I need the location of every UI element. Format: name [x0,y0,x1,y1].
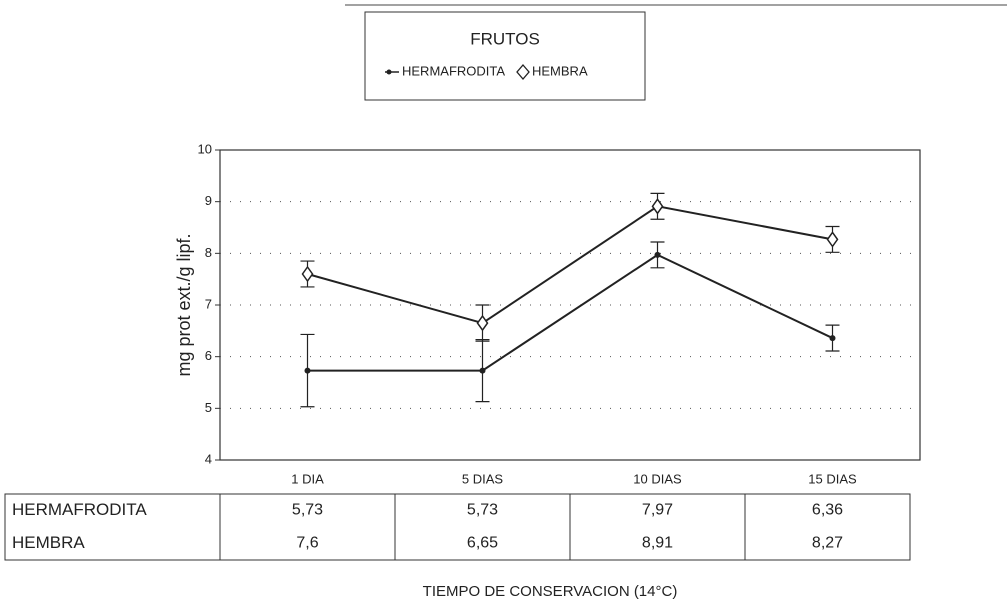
x-tick-label: 1 DIA [291,471,324,486]
table-cell: 7,6 [296,535,318,552]
table-cell: 5,73 [292,502,323,519]
y-tick-label: 9 [205,193,212,208]
legend-title: FRUTOS [470,29,540,48]
x-tick-label: 5 DIAS [462,471,504,486]
table-cell: 7,97 [642,502,673,519]
x-tick-label: 15 DIAS [808,471,857,486]
table-row-header: HERMAFRODITA [12,500,147,519]
marker [826,231,839,248]
marker [651,198,664,215]
y-tick-label: 5 [205,400,212,415]
marker [301,265,314,283]
x-tick-label: 10 DIAS [633,471,682,486]
legend-marker [386,69,392,75]
table-row-header: HEMBRA [12,533,85,552]
table-border [4,493,911,561]
legend-marker [516,64,530,80]
table-cell: 6,65 [467,535,498,552]
marker [479,367,486,374]
series-line [307,253,833,372]
legend-label: HEMBRA [532,63,588,78]
y-tick-label: 4 [205,451,212,466]
y-tick-label: 7 [205,296,212,311]
table-cell: 8,27 [812,535,843,552]
legend-label: HERMAFRODITA [402,63,505,78]
y-axis-label: mg prot ext./g lipf. [174,233,194,376]
table-cell: 5,73 [467,502,498,519]
series-line [307,205,833,325]
y-tick-label: 6 [205,348,212,363]
x-axis-label: TIEMPO DE CONSERVACION (14°C) [423,583,678,600]
y-tick-label: 8 [205,245,212,260]
y-tick-label: 10 [198,141,212,156]
marker [304,367,311,374]
marker [476,314,489,332]
marker [654,251,661,258]
legend-box [364,11,646,101]
table-cell: 8,91 [642,535,673,552]
table-cell: 6,36 [812,502,843,519]
marker [829,335,836,342]
